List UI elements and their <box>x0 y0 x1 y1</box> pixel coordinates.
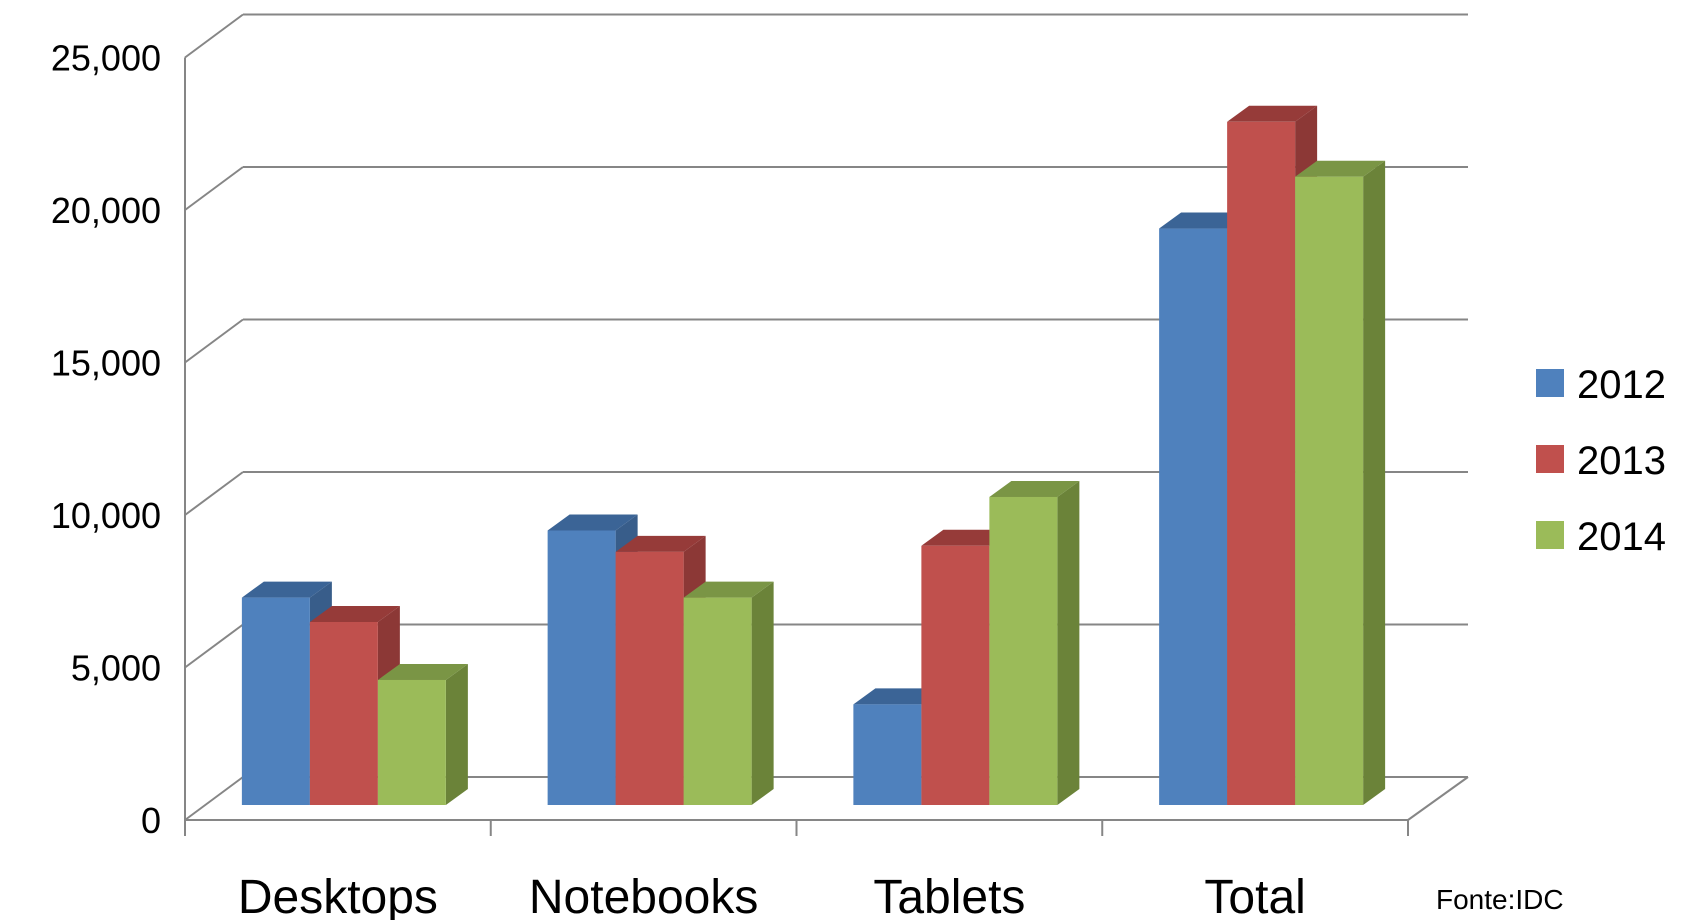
bar-desktops-2012 <box>241 597 310 805</box>
bar-notebooks-2014 <box>683 597 752 805</box>
floor-right-edge <box>1407 776 1469 821</box>
bar-side <box>1363 160 1386 805</box>
legend-swatch <box>1536 445 1564 473</box>
bar-top <box>989 480 1080 497</box>
legend-label: 2012 <box>1577 363 1666 407</box>
legend-swatch <box>1536 369 1564 397</box>
y-tick-label: 20,000 <box>51 190 161 231</box>
gridline-diagonal <box>184 13 244 59</box>
bar-notebooks-2012 <box>547 530 616 805</box>
bar-top <box>1227 105 1318 122</box>
legend-label: 2014 <box>1577 515 1666 559</box>
bar-total-2013 <box>1227 121 1296 806</box>
gridline-diagonal <box>184 318 244 364</box>
chart-legend: 2012 2013 2014 <box>1536 363 1666 559</box>
x-axis: Desktops Notebooks Tablets Total <box>184 776 1469 920</box>
bar-top <box>309 606 400 622</box>
gridline-diagonal <box>184 623 244 669</box>
bar-tablets-2014 <box>989 496 1058 805</box>
bar-total-2012 <box>1159 228 1228 806</box>
bar-notebooks-2013 <box>615 551 684 805</box>
x-tick-label: Desktops <box>238 871 438 920</box>
bar-tablets-2013 <box>921 545 990 805</box>
bar-top <box>241 581 332 598</box>
gridline-diagonal <box>184 776 244 821</box>
y-axis-tick-labels: 0 5,000 10,000 15,000 20,000 25,000 <box>51 38 161 842</box>
y-tick-label: 5,000 <box>71 648 161 689</box>
y-tick-label: 0 <box>141 800 161 841</box>
bar-top <box>853 688 944 705</box>
source-note: Fonte:IDC <box>1436 884 1564 915</box>
x-tick-label: Total <box>1204 871 1305 920</box>
gridline-diagonal <box>184 471 244 516</box>
bar-top <box>921 529 1012 546</box>
bar-side <box>445 663 468 805</box>
chart-bars <box>241 105 1386 806</box>
y-tick-label: 15,000 <box>51 343 161 384</box>
x-tick-label: Tablets <box>873 871 1025 920</box>
bar-total-2014 <box>1295 176 1364 805</box>
bar-top <box>683 581 774 598</box>
bar-desktops-2014 <box>377 679 446 805</box>
x-tick-label: Notebooks <box>529 871 758 920</box>
bar-side <box>751 581 774 805</box>
bar-desktops-2013 <box>309 622 378 805</box>
bar-top <box>377 663 468 680</box>
bar-top <box>1159 212 1250 229</box>
bar-top <box>615 535 706 552</box>
y-tick-label: 10,000 <box>51 495 161 536</box>
legend-label: 2013 <box>1577 439 1666 483</box>
gridline-diagonal <box>184 166 244 211</box>
bar-top <box>1295 160 1386 177</box>
y-tick-label: 25,000 <box>51 38 161 79</box>
legend-swatch <box>1536 521 1564 549</box>
bar-tablets-2012 <box>853 704 922 805</box>
bar-top <box>547 514 638 531</box>
bar-side <box>1057 480 1080 805</box>
